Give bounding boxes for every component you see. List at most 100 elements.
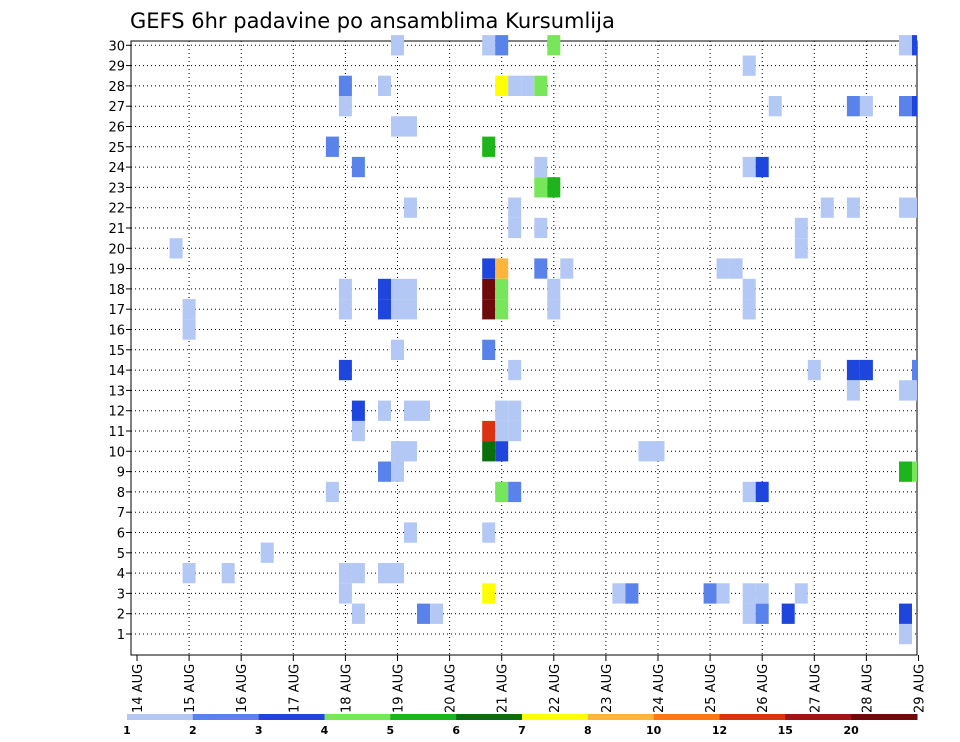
heatmap-cell (482, 278, 496, 300)
heatmap-cell (417, 603, 430, 624)
legend-label: 15 (778, 724, 793, 737)
y-tick-label: 19 (108, 263, 125, 278)
y-tick-label: 2 (117, 608, 125, 623)
heatmap-cell (547, 299, 561, 320)
heatmap-cell (351, 420, 365, 442)
heatmap-cell (638, 441, 652, 462)
heatmap-cell (742, 278, 756, 300)
x-axis: 14 AUG 15 AUG 16 AUG 17 AUG 18 AUG 19 AUG 20 A… (131, 655, 928, 713)
heatmap-cell (742, 603, 756, 624)
heatmap-cell (899, 623, 912, 645)
heatmap-cell (742, 299, 756, 320)
heatmap-cell (755, 603, 769, 624)
heatmap-cell (378, 461, 391, 482)
heatmap-cell (182, 563, 196, 584)
x-tick-label: 25 AUG (704, 664, 719, 713)
heatmap-cell (417, 400, 430, 421)
y-tick-label: 12 (108, 405, 125, 420)
heatmap-cell (846, 197, 860, 218)
heatmap-cell (508, 359, 522, 381)
heatmap-cell (482, 136, 496, 157)
heatmap-cell (338, 299, 352, 320)
heatmap-cell (495, 441, 509, 462)
x-tick-label: 17 AUG (287, 664, 302, 713)
x-tick-label: 15 AUG (183, 664, 198, 713)
heatmap-cell (742, 55, 756, 76)
heatmap-cell (912, 35, 917, 56)
heatmap-cell (495, 75, 509, 96)
x-tick-label: 28 AUG (860, 664, 875, 713)
heatmap-cell (899, 35, 912, 56)
cells (169, 35, 917, 645)
heatmap-cell (534, 156, 548, 178)
y-tick-label: 5 (117, 547, 125, 562)
y-tick-label: 3 (117, 587, 125, 602)
heatmap-cell (351, 400, 365, 421)
heatmap-cell (755, 156, 769, 178)
legend-swatch (719, 714, 786, 720)
heatmap-cell (325, 136, 339, 157)
legend-swatch (258, 714, 325, 720)
heatmap-cell (482, 299, 496, 320)
heatmap-cell (912, 359, 917, 381)
x-tick-label: 14 AUG (131, 664, 146, 713)
heatmap-cell (651, 441, 665, 462)
heatmap-cell (534, 177, 548, 198)
y-tick-label: 8 (117, 486, 125, 501)
y-tick-label: 25 (108, 141, 125, 156)
heatmap-cell (899, 461, 912, 482)
y-tick-label: 16 (108, 324, 125, 339)
heatmap-cell (899, 197, 912, 218)
y-tick-label: 7 (117, 506, 125, 521)
heatmap-cell (547, 278, 561, 300)
heatmap-cell (338, 75, 352, 96)
heatmap-cell (912, 380, 917, 401)
y-tick-label: 18 (108, 283, 125, 298)
legend-label: 12 (712, 724, 727, 737)
heatmap-cell (482, 420, 496, 442)
y-tick-label: 29 (108, 60, 125, 75)
legend-swatch (456, 714, 523, 720)
heatmap-cell (495, 35, 509, 56)
heatmap-cell (912, 96, 917, 117)
y-tick-label: 6 (117, 527, 125, 542)
heatmap-cell (560, 258, 574, 279)
heatmap-cell (781, 603, 795, 624)
heatmap-cell (508, 400, 522, 421)
heatmap-cell (391, 278, 404, 300)
heatmap-cell (378, 299, 391, 320)
y-tick-label: 1 (117, 628, 125, 643)
heatmap-cell (508, 481, 522, 503)
legend-label: 8 (584, 724, 592, 737)
y-tick-label: 13 (108, 384, 125, 399)
y-tick-label: 11 (108, 425, 125, 440)
heatmap-cell (794, 583, 808, 604)
heatmap-cell (612, 583, 626, 604)
legend-swatch (324, 714, 391, 720)
heatmap-cell (338, 359, 352, 381)
heatmap-cell (912, 461, 917, 482)
heatmap-cell (495, 258, 509, 279)
x-tick-label: 19 AUG (392, 664, 407, 713)
heatmap-cell (338, 583, 352, 604)
y-tick-label: 20 (108, 242, 125, 257)
heatmap-cell (508, 75, 522, 96)
heatmap-cell (404, 441, 417, 462)
heatmap-cell (391, 563, 404, 584)
x-tick-label: 22 AUG (548, 664, 563, 713)
legend-swatch (587, 714, 655, 720)
heatmap-cell (912, 197, 917, 218)
legend-label: 7 (518, 724, 526, 737)
heatmap-cell (807, 359, 821, 381)
heatmap-cell (508, 197, 522, 218)
y-tick-label: 30 (108, 39, 125, 54)
legend-swatch (653, 714, 720, 720)
y-tick-label: 26 (108, 121, 125, 136)
heatmap-cell (899, 603, 912, 624)
heatmap-cell (534, 258, 548, 279)
heatmap-cell (547, 35, 561, 56)
heatmap-cell (495, 278, 509, 300)
x-tick-label: 24 AUG (652, 664, 667, 713)
heatmap-cell (768, 96, 782, 117)
